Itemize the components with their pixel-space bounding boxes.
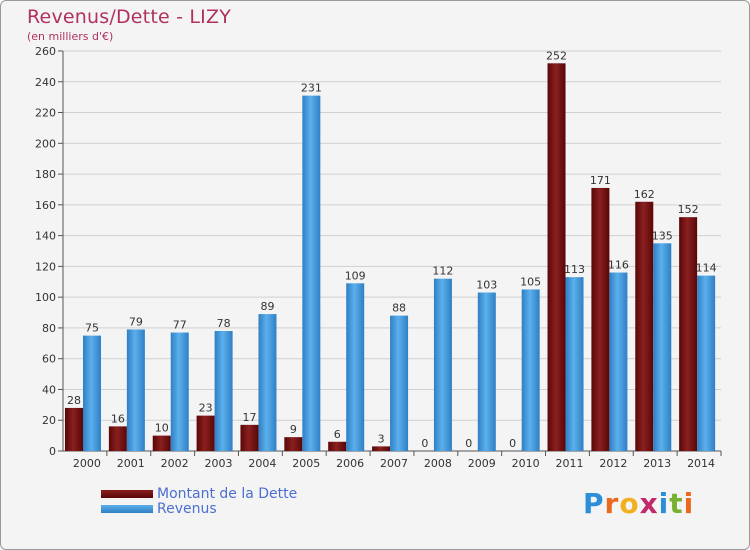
data-label-revenue: 75: [85, 322, 99, 335]
x-tick-label: 2012: [599, 457, 627, 470]
bar-debt: [679, 217, 698, 451]
bar-revenue: [214, 331, 233, 451]
data-label-revenue: 231: [301, 82, 322, 95]
bar-debt: [284, 437, 303, 451]
data-label-debt: 3: [378, 432, 385, 445]
data-label-revenue: 79: [129, 315, 143, 328]
bar-debt: [591, 187, 610, 451]
x-tick-label: 2013: [643, 457, 671, 470]
data-label-debt: 23: [199, 402, 213, 415]
data-label-debt: 9: [290, 423, 297, 436]
data-label-revenue: 112: [432, 265, 453, 278]
y-tick-label: 80: [42, 322, 56, 335]
x-tick-label: 2003: [205, 457, 233, 470]
bar-debt: [196, 415, 215, 451]
data-label-revenue: 88: [392, 302, 406, 315]
x-tick-label: 2010: [512, 457, 540, 470]
data-label-revenue: 113: [564, 263, 585, 276]
data-label-debt: 17: [242, 411, 256, 424]
y-tick-label: 0: [49, 445, 56, 458]
bar-revenue: [170, 332, 189, 451]
x-tick-label: 2011: [555, 457, 583, 470]
x-tick-label: 2005: [292, 457, 320, 470]
bar-debt: [65, 407, 83, 451]
bar-revenue: [477, 292, 496, 451]
data-label-debt: 0: [509, 437, 516, 450]
bar-debt: [372, 446, 391, 451]
data-label-debt: 16: [111, 412, 125, 425]
x-tick-label: 2009: [468, 457, 496, 470]
bar-revenue: [258, 314, 277, 451]
x-tick-label: 2008: [424, 457, 452, 470]
data-label-revenue: 89: [260, 300, 274, 313]
data-label-debt: 0: [421, 437, 428, 450]
data-label-revenue: 114: [696, 262, 717, 275]
chart-title: Revenus/Dette - LIZY: [27, 6, 232, 28]
bar-revenue: [83, 335, 101, 451]
y-tick-label: 200: [35, 137, 56, 150]
bar-revenue: [346, 283, 365, 451]
bar-revenue: [565, 277, 584, 451]
y-tick-label: 140: [35, 230, 56, 243]
bar-revenue: [433, 278, 452, 451]
y-tick-label: 40: [42, 383, 56, 396]
legend-label-revenue: Revenus: [157, 501, 217, 517]
legend-swatch-revenue: [101, 505, 153, 513]
bar-debt: [152, 435, 171, 451]
data-label-revenue: 109: [345, 269, 366, 282]
y-tick-label: 100: [35, 291, 56, 304]
data-label-debt: 10: [155, 422, 169, 435]
data-label-debt: 152: [678, 203, 699, 216]
x-tick-label: 2006: [336, 457, 364, 470]
legend-swatch-debt: [101, 490, 153, 498]
data-label-revenue: 77: [173, 319, 187, 332]
data-label-debt: 6: [334, 428, 341, 441]
y-tick-label: 20: [42, 414, 56, 427]
y-tick-label: 260: [35, 45, 56, 58]
data-label-revenue: 103: [476, 279, 497, 292]
bar-debt: [328, 441, 347, 451]
x-tick-label: 2007: [380, 457, 408, 470]
bar-debt: [240, 424, 259, 451]
data-label-revenue: 105: [520, 275, 541, 288]
data-label-revenue: 116: [608, 259, 629, 272]
x-tick-label: 2014: [687, 457, 715, 470]
data-label-debt: 28: [67, 394, 81, 407]
data-label-debt: 252: [546, 49, 567, 62]
data-label-debt: 171: [590, 174, 611, 187]
bar-debt: [108, 426, 127, 451]
bar-revenue: [697, 275, 716, 451]
x-tick-label: 2004: [248, 457, 276, 470]
y-tick-label: 220: [35, 107, 56, 120]
bar-revenue: [126, 329, 145, 451]
x-tick-label: 2000: [73, 457, 101, 470]
bar-revenue: [653, 243, 672, 451]
x-tick-label: 2002: [161, 457, 189, 470]
bar-debt: [635, 201, 654, 451]
data-label-revenue: 78: [217, 317, 231, 330]
proxiti-logo: Proxiti: [583, 487, 695, 520]
bar-debt: [547, 63, 566, 452]
x-tick-label: 2001: [117, 457, 145, 470]
bar-revenue: [390, 315, 409, 451]
data-label-revenue: 135: [652, 229, 673, 242]
bar-revenue: [521, 289, 540, 451]
y-tick-label: 240: [35, 76, 56, 89]
y-tick-label: 160: [35, 199, 56, 212]
data-label-debt: 162: [634, 188, 655, 201]
y-tick-label: 120: [35, 260, 56, 273]
bar-revenue: [302, 95, 321, 451]
legend-label-debt: Montant de la Dette: [157, 486, 298, 502]
y-tick-label: 180: [35, 168, 56, 181]
chart-subtitle: (en milliers d'€): [27, 30, 114, 43]
data-label-debt: 0: [465, 437, 472, 450]
y-tick-label: 60: [42, 353, 56, 366]
bar-revenue: [609, 272, 628, 451]
